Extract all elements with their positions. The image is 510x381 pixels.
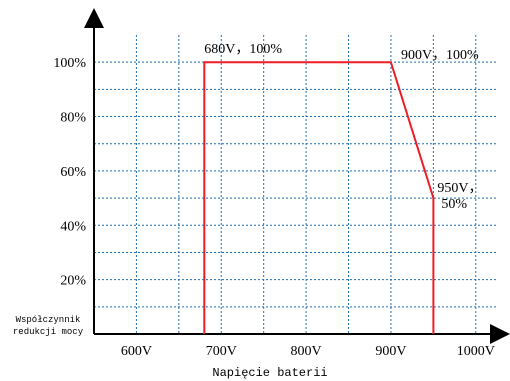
y-tick-label: 60% [60,165,86,180]
data-annotation: 900V，100% [401,48,479,63]
labels: 20% 40% 60% 80% 100% 600V 700V 800V 900V 1000V 680… [13,42,495,380]
x-tick-label: 800V [291,344,322,359]
y-axis-label: Współczynnik redukcji mocy [13,315,84,337]
y-tick-label: 20% [60,274,86,289]
x-axis-label: Napięcie baterii [212,366,327,380]
data-annotation: 950V， 50% [437,181,482,212]
series [203,61,435,335]
x-tick-label: 600V [121,344,152,359]
y-tick-label: 80% [60,111,86,126]
series-line [203,61,435,334]
data-annotation: 680V，100% [204,42,282,57]
axes [84,8,510,344]
x-tick-label: 1000V [457,344,495,359]
y-tick-label: 100% [53,56,86,71]
x-tick-label: 900V [375,344,406,359]
x-tick-label: 700V [206,344,237,359]
y-tick-label: 40% [60,219,86,234]
